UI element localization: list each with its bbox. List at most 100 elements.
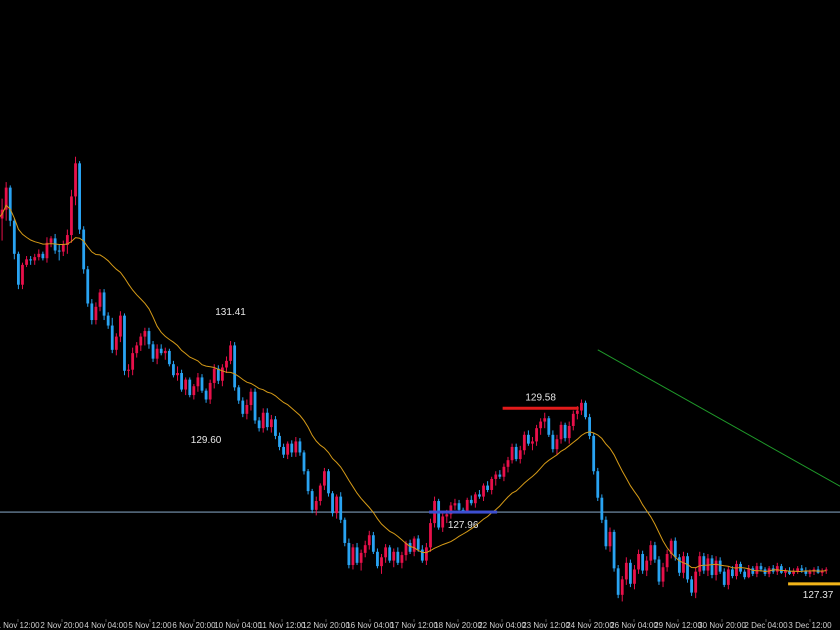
- candle-body: [808, 571, 812, 574]
- candle-body: [139, 336, 143, 346]
- candle-body: [653, 545, 657, 560]
- x-tick-label: 16 Nov 04:00: [346, 621, 394, 630]
- candle-body: [114, 336, 118, 350]
- x-tick-label: 2 Dec 04:00: [744, 621, 788, 630]
- candle-body: [494, 474, 498, 479]
- candle-body: [4, 187, 8, 210]
- candle-body: [17, 253, 20, 285]
- candle-body: [824, 569, 828, 571]
- candle-body: [286, 443, 290, 455]
- candle-body: [637, 553, 640, 570]
- candle-body: [682, 556, 685, 573]
- candle-body: [575, 410, 579, 414]
- candle-body: [478, 494, 481, 497]
- candle-body: [37, 253, 41, 258]
- candle-body: [188, 379, 192, 396]
- x-tick-label: 12 Nov 20:00: [302, 621, 350, 630]
- candle-body: [571, 413, 575, 426]
- candle-body: [167, 350, 171, 365]
- candle-body: [408, 542, 412, 552]
- recent-low-label: 127.37: [803, 590, 834, 601]
- candle-body: [261, 412, 265, 429]
- candle-body: [388, 547, 392, 561]
- candle-body: [94, 306, 98, 321]
- candle-body: [367, 535, 371, 546]
- candle-body: [359, 552, 363, 563]
- candle-body: [339, 496, 343, 520]
- candle-body: [473, 494, 477, 504]
- moving-average-line: [0, 204, 827, 573]
- candle-body: [119, 315, 122, 337]
- candle-body: [204, 390, 208, 400]
- candle-body: [600, 497, 604, 520]
- candle-body: [208, 382, 212, 400]
- support-low-label: 127.96: [448, 520, 479, 531]
- candle-body: [61, 244, 65, 252]
- candle-body: [641, 553, 645, 571]
- candle-body: [355, 547, 359, 563]
- support-low-marker: [429, 510, 498, 514]
- candle-body: [465, 499, 469, 511]
- candle-body: [110, 325, 114, 350]
- candle-body: [551, 434, 555, 450]
- candle-body: [804, 570, 808, 574]
- candle-body: [620, 579, 624, 595]
- candle-body: [445, 514, 449, 517]
- candle-body: [649, 545, 653, 561]
- x-tick-label: 10 Nov 04:00: [214, 621, 262, 630]
- candle-body: [514, 446, 518, 460]
- candle-body: [726, 569, 730, 585]
- candle-body: [490, 478, 494, 490]
- candle-body: [21, 264, 24, 285]
- candle-body: [731, 569, 734, 577]
- candle-body: [404, 542, 408, 556]
- candle-body: [123, 315, 126, 371]
- candle-body: [278, 435, 281, 447]
- candle-body: [229, 345, 232, 361]
- candle-body: [233, 345, 237, 388]
- candle-body: [612, 531, 616, 569]
- candle-body: [449, 505, 453, 515]
- candle-body: [580, 402, 583, 411]
- candle-body: [437, 501, 441, 528]
- candle-body: [265, 412, 269, 428]
- candle-body: [306, 471, 310, 492]
- candle-body: [657, 559, 661, 582]
- candle-body: [65, 235, 69, 245]
- candle-body: [78, 163, 81, 230]
- candle-body: [282, 446, 285, 455]
- candle-body: [718, 560, 722, 572]
- candle-body: [592, 435, 596, 472]
- candle-body: [759, 566, 763, 570]
- candle-body: [225, 360, 228, 368]
- candle-body: [702, 556, 706, 571]
- x-tick-label: 17 Nov 12:00: [390, 621, 438, 630]
- candle-body: [392, 551, 396, 561]
- candle-body: [567, 425, 571, 439]
- candle-body: [535, 428, 538, 442]
- candle-body: [604, 519, 608, 547]
- candle-body: [98, 292, 102, 307]
- candle-body: [221, 367, 224, 381]
- candle-body: [665, 553, 669, 568]
- candle-body: [820, 570, 824, 573]
- candle-body: [147, 331, 151, 345]
- candle-body: [412, 538, 416, 552]
- candle-body: [788, 570, 791, 574]
- trendline: [597, 349, 840, 487]
- candle-body: [563, 424, 567, 439]
- candle-body: [510, 446, 514, 461]
- candle-body: [310, 491, 314, 510]
- moving-average-layer: [0, 204, 827, 573]
- candle-body: [755, 566, 759, 574]
- x-tick-label: 4 Nov 04:00: [84, 621, 128, 630]
- candle-body: [686, 556, 689, 580]
- candle-body: [102, 292, 106, 316]
- x-tick-label: 22 Nov 04:00: [478, 621, 526, 630]
- candle-body: [347, 542, 351, 566]
- candle-body: [298, 441, 302, 453]
- candle-body: [555, 439, 559, 450]
- candle-body: [539, 421, 543, 429]
- candle-body: [461, 509, 465, 511]
